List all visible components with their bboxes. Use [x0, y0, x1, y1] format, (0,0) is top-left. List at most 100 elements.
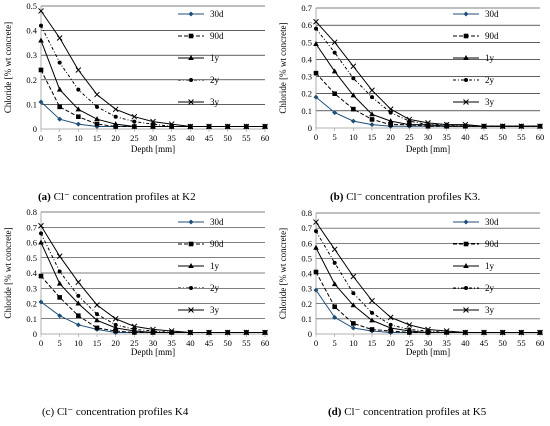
series-line [40, 275, 265, 333]
data-point [112, 324, 119, 330]
data-point [113, 114, 118, 119]
data-point [131, 323, 138, 330]
data-point [56, 86, 63, 92]
legend-marker [463, 33, 469, 39]
series-line [315, 221, 540, 333]
legend-marker [188, 241, 194, 247]
data-point [481, 329, 487, 336]
chart-panel-c: 0 0.1 0.2 0.3 0.4 0.5 0.6 0.7 0.8 0 5 10 15 20 25 30 35 4… [3, 207, 270, 357]
legend-marker [188, 99, 194, 105]
legend: 30d 90d 1y 2y 3y [178, 9, 224, 107]
series-90d [38, 67, 268, 129]
data-point [39, 23, 43, 28]
data-point [407, 327, 412, 332]
legend-label: 2y [210, 75, 220, 85]
data-point [243, 329, 250, 336]
data-point [131, 123, 138, 129]
y-tick-label: 0.2 [26, 75, 37, 85]
series-3y [38, 222, 268, 336]
x-tick-label: 55 [517, 132, 526, 142]
y-axis-label: Chloride [% wt concrete] [278, 22, 288, 113]
chart-panel-a: 0 0.1 0.2 0.3 0.4 0.5 0 5 10 15 20 25 30 35 40 45 50 55 60… [3, 1, 269, 154]
x-axis-label: Depth [mm] [406, 144, 450, 154]
data-point [350, 273, 357, 280]
y-tick-label: 0 [33, 329, 37, 339]
data-point [314, 26, 318, 31]
data-point [388, 122, 393, 127]
data-point [351, 76, 356, 81]
data-point [206, 329, 212, 336]
data-point [518, 329, 525, 336]
data-point [75, 300, 82, 306]
data-point [150, 326, 156, 333]
data-point [56, 35, 63, 41]
data-point [332, 304, 337, 310]
data-point [443, 328, 450, 334]
data-point [94, 121, 100, 127]
legend-label: 30d [210, 217, 224, 227]
series-2y [314, 26, 542, 129]
x-tick-label: 20 [386, 132, 395, 142]
caption-b: (b) Cl⁻ concentration profiles K3. [330, 190, 480, 203]
data-point [57, 104, 62, 110]
legend-label: 3y [485, 305, 495, 315]
x-tick-label: 55 [517, 338, 526, 348]
data-point [369, 122, 375, 128]
series-line [315, 247, 540, 333]
data-point [57, 60, 62, 65]
series-1y [313, 41, 543, 129]
data-point [388, 328, 393, 334]
data-point [499, 329, 506, 336]
data-point [75, 322, 81, 328]
data-point [406, 121, 413, 127]
legend-label: 3y [210, 305, 220, 315]
legend-marker [463, 55, 469, 60]
y-tick-label: 0.2 [26, 299, 37, 309]
x-tick-label: 35 [442, 132, 451, 142]
data-point [56, 253, 63, 260]
data-point [38, 8, 44, 14]
series-1y [38, 239, 268, 335]
y-axis-label: Chloride [% wt concrete] [3, 227, 13, 318]
legend-label: 1y [485, 53, 495, 63]
data-point [112, 121, 119, 127]
series-2y [39, 23, 267, 129]
data-point [369, 317, 375, 323]
series-90d [313, 70, 543, 129]
x-tick-label: 25 [130, 338, 139, 348]
y-tick-label: 0.7 [301, 223, 312, 233]
legend-label: 2y [485, 283, 495, 293]
data-point [76, 313, 81, 318]
x-tick-label: 35 [167, 338, 176, 348]
x-tick-label: 45 [205, 338, 214, 348]
data-point [350, 118, 356, 124]
data-point [331, 246, 338, 253]
data-point [38, 273, 44, 279]
series-line [315, 230, 540, 333]
data-point [38, 99, 44, 105]
data-point [38, 222, 44, 229]
x-tick-label: 5 [333, 338, 337, 348]
x-tick-label: 10 [349, 338, 358, 348]
data-point [331, 281, 338, 287]
y-tick-label: 0.2 [301, 299, 312, 309]
y-tick-label: 0.4 [26, 268, 37, 278]
data-point [313, 41, 319, 46]
series-line [40, 69, 265, 127]
legend-marker [464, 78, 468, 82]
x-axis-label: Depth [mm] [406, 347, 450, 357]
data-point [537, 123, 543, 130]
legend-label: 30d [485, 217, 499, 227]
data-point [369, 111, 375, 117]
data-point [387, 106, 394, 112]
y-tick-label: 0.1 [301, 106, 312, 116]
y-axis-label: Chloride [% wt concrete] [3, 22, 13, 113]
y-tick-label: 0.1 [26, 99, 37, 109]
legend-label: 1y [485, 261, 495, 271]
y-tick-label: 0 [308, 329, 312, 339]
data-point [350, 92, 357, 98]
x-tick-label: 60 [261, 338, 270, 348]
series-line [40, 233, 265, 333]
x-tick-label: 0 [39, 338, 43, 348]
data-point [94, 116, 100, 122]
